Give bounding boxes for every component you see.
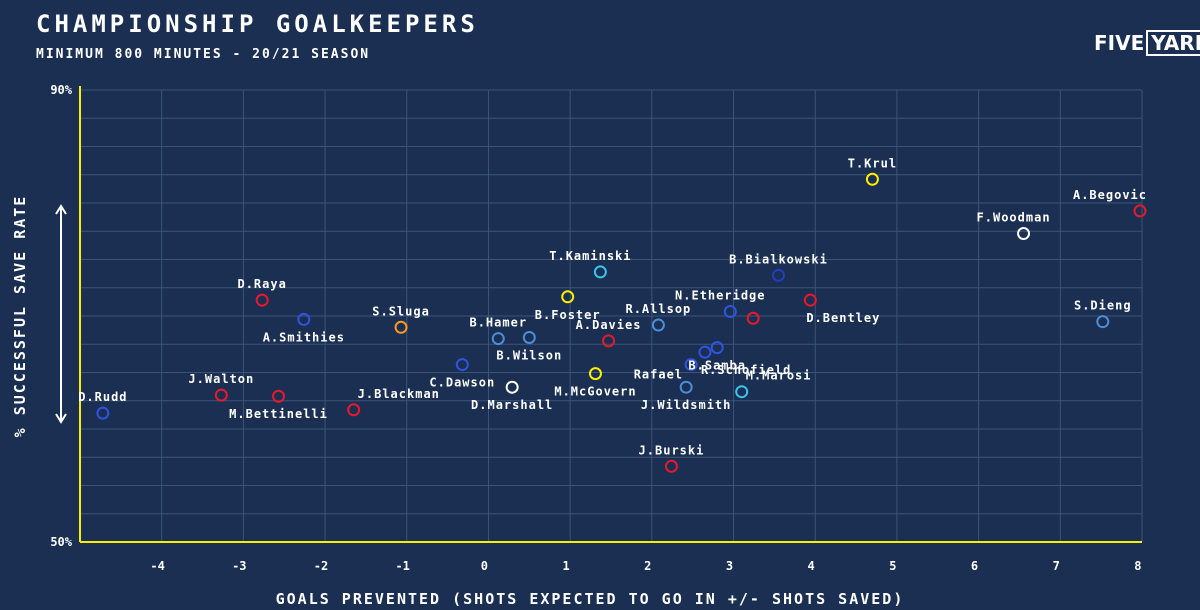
- point-label: R.Schofield: [701, 363, 791, 377]
- x-tick-label: -3: [232, 559, 246, 573]
- scatter-point[interactable]: [1017, 227, 1031, 241]
- x-tick-label: 4: [808, 559, 815, 573]
- point-label: M.Bettinelli: [229, 407, 328, 421]
- point-label: J.Walton: [188, 372, 254, 386]
- x-axis-title: GOALS PREVENTED (SHOTS EXPECTED TO GO IN…: [276, 590, 905, 608]
- point-label: A.Davies: [576, 318, 642, 332]
- point-label: A.Begovic: [1073, 188, 1147, 202]
- logo-text-right: YARDS: [1146, 30, 1200, 56]
- scatter-point[interactable]: [746, 311, 760, 325]
- scatter-point[interactable]: [491, 332, 505, 346]
- x-tick-label: -4: [150, 559, 164, 573]
- scatter-point[interactable]: [455, 358, 469, 372]
- scatter-point[interactable]: [698, 345, 712, 359]
- axis-layer: -4 -3 -2 -1 0 1 2 3 4 5 6 7 8 90% 50%: [50, 83, 1142, 573]
- scatter-point[interactable]: [297, 312, 311, 326]
- chart-subtitle: MINIMUM 800 MINUTES - 20/21 SEASON: [36, 47, 371, 62]
- scatter-point[interactable]: [710, 341, 724, 355]
- chart-title: CHAMPIONSHIP GOALKEEPERS: [36, 10, 479, 38]
- point-label: M.Marosi: [746, 369, 812, 383]
- scatter-point[interactable]: [255, 293, 269, 307]
- x-tick-label: 8: [1134, 559, 1141, 573]
- point-label: B.Wilson: [496, 348, 562, 362]
- point-label: S.Sluga: [372, 304, 430, 318]
- scatter-point[interactable]: [679, 380, 693, 394]
- scatter-point[interactable]: [593, 265, 607, 279]
- labels-layer: T.Krul A.Begovic F.Woodman T.Kaminski B.Bial…: [78, 156, 1147, 457]
- point-label: B.Bialkowski: [729, 252, 828, 266]
- x-tick-label: 2: [644, 559, 651, 573]
- y-tick-label: 90%: [50, 83, 72, 97]
- x-tick-label: 1: [562, 559, 569, 573]
- scatter-point[interactable]: [1096, 315, 1110, 329]
- grid-layer: [79, 89, 1143, 543]
- point-label: C.Dawson: [429, 376, 495, 390]
- scatter-point[interactable]: [664, 459, 678, 473]
- scatter-point[interactable]: [347, 403, 361, 417]
- point-label: S.Dieng: [1074, 299, 1132, 313]
- x-tick-label: 5: [889, 559, 896, 573]
- point-label: A.Smithies: [263, 330, 345, 344]
- point-label: M.McGovern: [554, 385, 636, 399]
- scatter-point[interactable]: [214, 388, 228, 402]
- point-label: T.Kaminski: [549, 249, 631, 263]
- point-label: D.Marshall: [471, 398, 553, 412]
- point-label: R.Allsop: [625, 302, 691, 316]
- scatter-point[interactable]: [865, 172, 879, 186]
- point-label: J.Burski: [639, 443, 705, 457]
- scatter-point[interactable]: [96, 406, 110, 420]
- y-axis-title: % SUCCESSFUL SAVE RATE: [11, 195, 29, 438]
- point-label: N.Etheridge: [675, 288, 765, 302]
- point-label: J.Wildsmith: [641, 398, 731, 412]
- point-label: B.Hamer: [469, 316, 527, 330]
- scatter-point[interactable]: [602, 334, 616, 348]
- scatter-point[interactable]: [735, 385, 749, 399]
- point-label: B.Foster: [535, 308, 601, 322]
- points-layer: [96, 172, 1147, 473]
- point-label: D.Raya: [237, 277, 286, 291]
- scatter-point[interactable]: [588, 367, 602, 381]
- x-tick-label: 6: [971, 559, 978, 573]
- five-yards-logo: FIVE YARDS: [1094, 30, 1200, 56]
- y-axis-arrow: [55, 204, 67, 424]
- point-label: J.Blackman: [358, 387, 440, 401]
- x-tick-label: 7: [1053, 559, 1060, 573]
- x-tick-label: 3: [726, 559, 733, 573]
- y-tick-label: 50%: [50, 535, 72, 549]
- point-label: F.Woodman: [977, 211, 1051, 225]
- point-label: Rafael: [634, 368, 683, 382]
- logo-text-left: FIVE: [1094, 31, 1145, 55]
- scatter-point[interactable]: [272, 389, 286, 403]
- point-label: T.Krul: [848, 156, 897, 170]
- x-tick-label: -1: [395, 559, 409, 573]
- x-tick-label: -2: [314, 559, 328, 573]
- point-label: D.Rudd: [78, 390, 127, 404]
- scatter-point[interactable]: [561, 290, 575, 304]
- scatter-point[interactable]: [771, 268, 785, 282]
- scatter-point[interactable]: [394, 320, 408, 334]
- scatter-point[interactable]: [803, 293, 817, 307]
- scatter-point[interactable]: [651, 318, 665, 332]
- scatter-point[interactable]: [505, 380, 519, 394]
- point-label: B.Samba: [688, 359, 746, 373]
- scatter-point[interactable]: [1133, 204, 1147, 218]
- x-tick-label: 0: [481, 559, 488, 573]
- scatter-point[interactable]: [723, 304, 737, 318]
- point-label: D.Bentley: [806, 311, 880, 325]
- scatter-point[interactable]: [684, 358, 698, 372]
- scatter-point[interactable]: [522, 330, 536, 344]
